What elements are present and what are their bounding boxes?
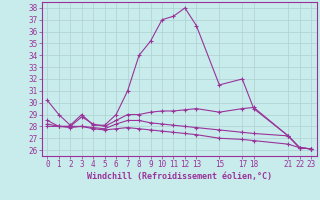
X-axis label: Windchill (Refroidissement éolien,°C): Windchill (Refroidissement éolien,°C) [87,172,272,181]
